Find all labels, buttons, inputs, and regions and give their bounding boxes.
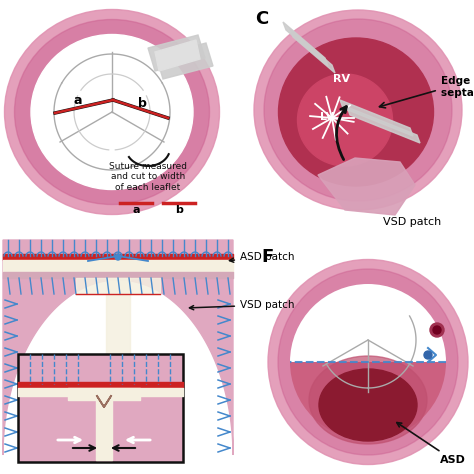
Ellipse shape <box>298 74 392 166</box>
Text: Edge of
septal defe: Edge of septal defe <box>441 76 474 98</box>
Circle shape <box>433 326 441 334</box>
Text: VSD patch: VSD patch <box>190 300 294 310</box>
Text: Suture measured
and cut to width
of each leaflet: Suture measured and cut to width of each… <box>109 162 187 192</box>
Polygon shape <box>148 35 205 71</box>
Text: b: b <box>137 97 146 109</box>
Ellipse shape <box>31 35 193 190</box>
Polygon shape <box>3 240 233 455</box>
Circle shape <box>430 323 444 337</box>
Ellipse shape <box>254 10 462 210</box>
Polygon shape <box>156 43 213 79</box>
Polygon shape <box>347 107 420 143</box>
Polygon shape <box>283 22 328 66</box>
Ellipse shape <box>264 19 452 201</box>
Ellipse shape <box>279 38 434 186</box>
Wedge shape <box>290 284 446 362</box>
Circle shape <box>424 351 432 359</box>
Ellipse shape <box>278 269 458 455</box>
Text: LV: LV <box>320 112 334 122</box>
Polygon shape <box>318 158 415 215</box>
Text: ASD: ASD <box>397 423 466 465</box>
Wedge shape <box>290 362 446 440</box>
Text: b: b <box>175 205 183 215</box>
Ellipse shape <box>4 9 219 215</box>
Text: a: a <box>74 93 82 107</box>
Ellipse shape <box>15 19 210 204</box>
Text: a: a <box>132 205 140 215</box>
Ellipse shape <box>319 369 417 441</box>
Ellipse shape <box>309 356 427 444</box>
Polygon shape <box>155 40 200 71</box>
Text: C: C <box>255 10 269 28</box>
Text: F: F <box>262 248 274 266</box>
Polygon shape <box>290 29 335 73</box>
Text: RV: RV <box>333 74 350 84</box>
Circle shape <box>115 254 121 260</box>
Text: ASD patch: ASD patch <box>229 252 294 262</box>
Text: VSD patch: VSD patch <box>383 217 441 227</box>
Ellipse shape <box>268 259 468 465</box>
Polygon shape <box>340 100 413 136</box>
Bar <box>18 354 183 462</box>
